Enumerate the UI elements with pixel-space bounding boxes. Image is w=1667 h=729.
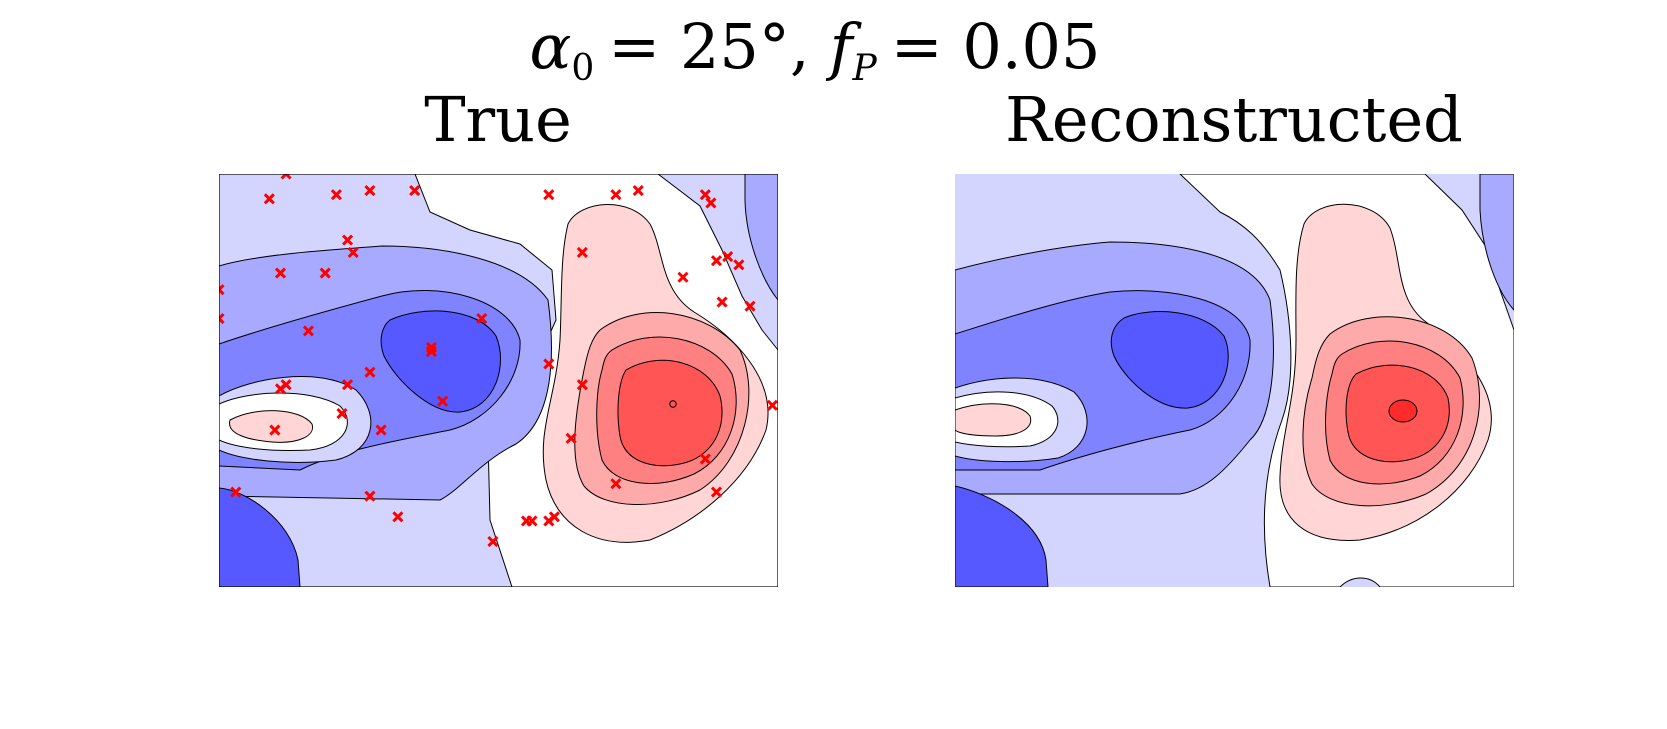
sample-marker [230, 486, 242, 498]
sample-marker [330, 189, 342, 201]
contour-region-blue-bottom-left [955, 485, 1049, 587]
sample-marker [716, 296, 728, 308]
sample-marker [392, 511, 404, 523]
sample-marker [677, 271, 689, 283]
contour-region-red-4 [617, 359, 723, 467]
sample-marker [610, 478, 622, 490]
sample-marker [710, 255, 723, 267]
sample-marker [219, 284, 225, 296]
contour-region-blue-bottom-left [219, 487, 301, 587]
sample-marker [766, 399, 778, 411]
sample-marker [302, 325, 315, 337]
sample-marker [263, 193, 275, 205]
contour-panel-reconstructed [955, 174, 1514, 587]
sample-marker [280, 174, 292, 180]
sample-marker [342, 379, 354, 391]
sample-marker [219, 312, 225, 325]
sample-marker [710, 486, 723, 498]
sample-markers [219, 174, 778, 548]
sample-marker [347, 246, 359, 259]
panel-title-true: True [424, 83, 572, 156]
sample-marker [576, 246, 588, 259]
sample-marker [364, 490, 376, 502]
contour-region-pink-left [955, 403, 1032, 437]
sample-marker [565, 432, 577, 444]
sample-marker [375, 424, 387, 436]
sample-marker [576, 379, 588, 391]
sample-marker [487, 536, 499, 548]
contour-panel-true [219, 174, 778, 587]
sample-marker [364, 184, 376, 197]
contour-region-red-peak [1388, 399, 1418, 423]
contour-extremum-marker [669, 400, 677, 408]
sample-marker [722, 251, 734, 263]
sample-marker [744, 300, 756, 312]
sample-marker [543, 189, 555, 201]
sample-marker [425, 346, 437, 358]
sample-marker [699, 189, 711, 201]
sample-marker [543, 358, 555, 370]
sample-marker [733, 259, 745, 271]
sample-marker [610, 189, 622, 201]
sample-marker [319, 267, 331, 279]
sample-marker [632, 184, 644, 197]
sample-marker [274, 383, 287, 395]
suptitle: α0 = 25°, fP = 0.05 [530, 10, 1101, 89]
contour-region-blue-right-edge [1479, 174, 1514, 311]
sample-marker [548, 511, 560, 523]
sample-marker [409, 184, 421, 197]
sample-marker [274, 267, 287, 279]
sample-marker [699, 453, 711, 465]
sample-marker [342, 234, 354, 246]
contour-region-blue-core [380, 310, 501, 413]
sample-marker [437, 395, 449, 407]
sample-marker [476, 312, 488, 325]
sample-marker [705, 197, 717, 209]
sample-marker [364, 366, 376, 378]
sample-marker [526, 515, 538, 527]
panel-title-reconstructed: Reconstructed [1005, 83, 1463, 156]
sample-marker [336, 407, 348, 420]
contour-region-blue-core [1110, 311, 1229, 409]
sample-marker [269, 424, 281, 436]
